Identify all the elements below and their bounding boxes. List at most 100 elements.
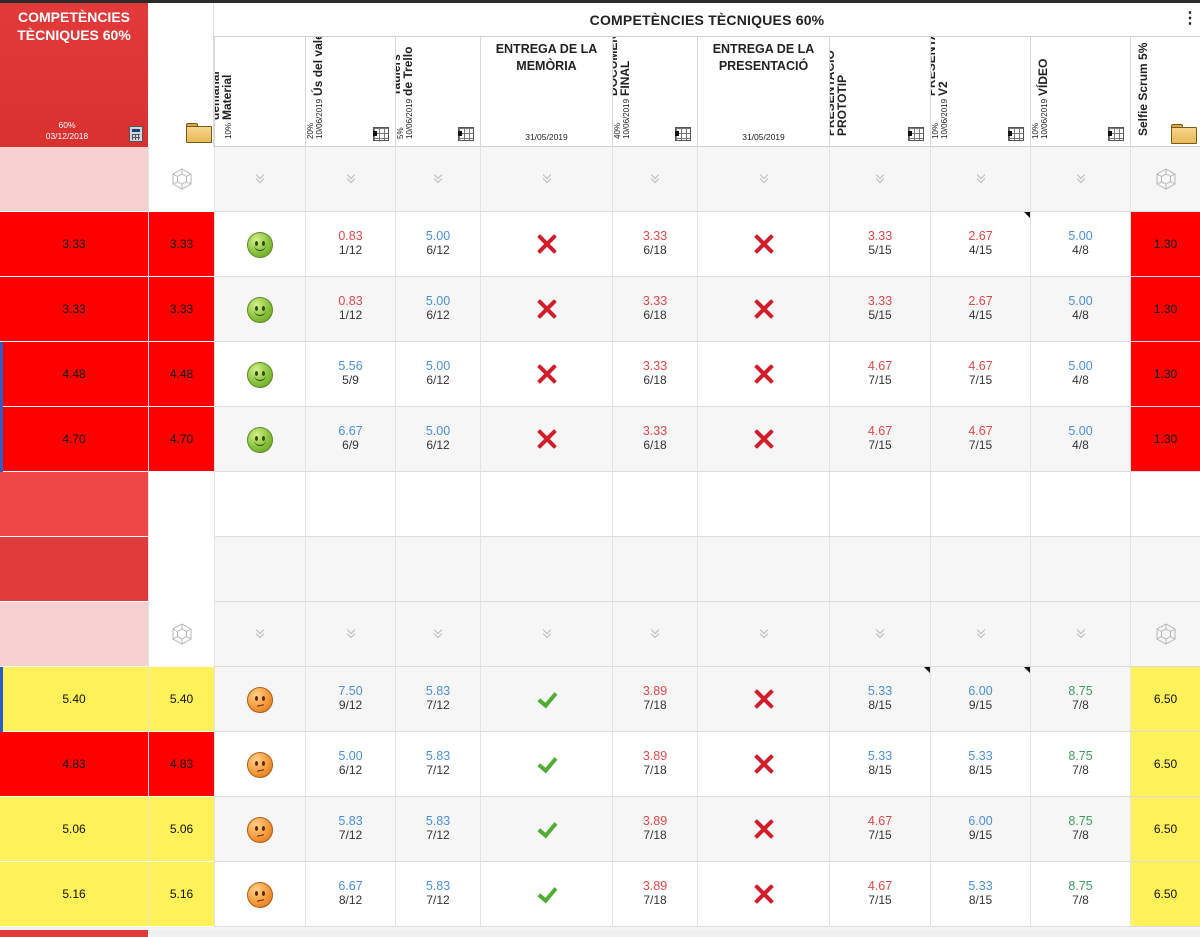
budget-cell[interactable] <box>214 472 305 537</box>
chevron-down-icon[interactable] <box>976 173 986 183</box>
grade-cell[interactable]: 8.75 7/8 <box>1030 862 1130 927</box>
chevron-down-icon[interactable] <box>759 173 769 183</box>
scrum-cell[interactable]: 1.30 <box>1130 212 1200 277</box>
cross-icon[interactable] <box>754 364 774 384</box>
grade-cell[interactable]: 5.00 4/8 <box>1030 407 1130 472</box>
column-header-taulers-de-trello[interactable]: Taulers de Trello 5% 10/06/2019 <box>395 37 480 147</box>
folder-cell[interactable]: 4.83 <box>148 732 214 797</box>
grade-cell[interactable]: 4.67 7/15 <box>829 407 930 472</box>
grade-cell[interactable]: 4.67 7/15 <box>930 342 1030 407</box>
scrum-cell[interactable] <box>1130 602 1200 667</box>
scrum-cell[interactable]: 6.50 <box>1130 862 1200 927</box>
folder-icon[interactable] <box>186 123 212 143</box>
grade-cell[interactable]: 5.83 7/12 <box>395 862 480 927</box>
grade-cell[interactable]: 6.00 9/15 <box>930 667 1030 732</box>
checkmark-icon[interactable] <box>536 883 558 903</box>
grade-cell[interactable]: 3.89 7/18 <box>612 862 697 927</box>
chevron-down-icon[interactable] <box>1076 628 1086 638</box>
grade-cell[interactable] <box>305 472 395 537</box>
grade-cell[interactable] <box>480 537 612 602</box>
grade-cell[interactable]: 5.33 8/15 <box>829 732 930 797</box>
grade-cell[interactable]: 0.83 1/12 <box>305 277 395 342</box>
grade-cell[interactable] <box>480 277 612 342</box>
worried-face-icon[interactable] <box>247 817 273 843</box>
grade-cell[interactable] <box>697 212 829 277</box>
cross-icon[interactable] <box>754 884 774 904</box>
grade-cell[interactable] <box>829 602 930 667</box>
grade-cell[interactable]: 5.00 6/12 <box>395 212 480 277</box>
grade-cell[interactable]: 4.67 7/15 <box>930 407 1030 472</box>
cross-icon[interactable] <box>754 819 774 839</box>
grade-cell[interactable] <box>480 472 612 537</box>
chevron-down-icon[interactable] <box>433 628 443 638</box>
grade-cell[interactable] <box>697 472 829 537</box>
cross-icon[interactable] <box>754 234 774 254</box>
chevron-down-icon[interactable] <box>346 628 356 638</box>
grade-cell[interactable] <box>480 602 612 667</box>
budget-cell[interactable] <box>214 862 305 927</box>
folder-cell[interactable] <box>148 602 214 667</box>
column-header-entrega-de-la-presentacio[interactable]: ENTREGA DE LA PRESENTACIÓ 31/05/2019 <box>697 37 829 147</box>
grade-cell[interactable] <box>697 862 829 927</box>
hexagon-icon[interactable] <box>1155 168 1177 190</box>
summary-column-header[interactable]: COMPETÈNCIES TÈCNIQUES 60% 60% 03/12/201… <box>0 3 148 147</box>
grade-cell[interactable]: 4.67 7/15 <box>829 862 930 927</box>
column-header-us-del-valencia[interactable]: Ús del valencià 20% 10/06/2019 <box>305 37 395 147</box>
cross-icon[interactable] <box>537 364 557 384</box>
grade-cell[interactable] <box>480 407 612 472</box>
grade-cell[interactable]: 5.00 6/12 <box>305 732 395 797</box>
calculator-icon[interactable] <box>129 126 143 142</box>
grade-cell[interactable] <box>305 602 395 667</box>
grade-cell[interactable]: 8.75 7/8 <box>1030 797 1130 862</box>
chevron-down-icon[interactable] <box>542 628 552 638</box>
column-header-presentacio-prototip[interactable]: PRESENTACIÓ PROTOTIP <box>829 37 930 147</box>
grade-cell[interactable]: 3.89 7/18 <box>612 797 697 862</box>
grade-cell[interactable] <box>395 602 480 667</box>
grade-cell[interactable]: 3.89 7/18 <box>612 732 697 797</box>
worried-face-icon[interactable] <box>247 882 273 908</box>
grade-cell[interactable]: 6.67 6/9 <box>305 407 395 472</box>
scrum-cell[interactable] <box>1130 537 1200 602</box>
cross-icon[interactable] <box>754 754 774 774</box>
folder-icon[interactable] <box>1171 124 1197 144</box>
scrum-cell[interactable] <box>1130 472 1200 537</box>
hexagon-icon[interactable] <box>171 168 193 190</box>
column-header-video[interactable]: VÍDEO 10% 10/06/2019 <box>1030 37 1130 147</box>
worried-face-icon[interactable] <box>247 752 273 778</box>
folder-cell[interactable]: 3.33 <box>148 277 214 342</box>
grade-cell[interactable]: 8.75 7/8 <box>1030 667 1130 732</box>
chevron-down-icon[interactable] <box>976 628 986 638</box>
column-header-entrega-de-la-memoria[interactable]: ENTREGA DE LA MEMÒRIA 31/05/2019 <box>480 37 612 147</box>
grade-cell[interactable] <box>480 797 612 862</box>
grade-cell[interactable] <box>930 472 1030 537</box>
grade-cell[interactable] <box>612 472 697 537</box>
grade-cell[interactable]: 5.00 6/12 <box>395 407 480 472</box>
grade-cell[interactable] <box>1030 602 1130 667</box>
cross-icon[interactable] <box>537 429 557 449</box>
checkmark-icon[interactable] <box>536 688 558 708</box>
scrum-cell[interactable]: 1.30 <box>1130 342 1200 407</box>
grade-cell[interactable]: 7.50 9/12 <box>305 667 395 732</box>
folder-cell[interactable]: 5.40 <box>148 667 214 732</box>
cross-icon[interactable] <box>754 689 774 709</box>
grade-cell[interactable] <box>697 537 829 602</box>
grade-cell[interactable]: 0.83 1/12 <box>305 212 395 277</box>
grade-cell[interactable] <box>1030 147 1130 212</box>
grid-icon[interactable] <box>1008 127 1024 141</box>
cross-icon[interactable] <box>537 299 557 319</box>
grade-cell[interactable] <box>930 147 1030 212</box>
grade-cell[interactable]: 5.33 8/15 <box>829 667 930 732</box>
grade-cell[interactable] <box>612 537 697 602</box>
grade-cell[interactable] <box>480 342 612 407</box>
grade-cell[interactable] <box>612 602 697 667</box>
grade-cell[interactable]: 6.00 9/15 <box>930 797 1030 862</box>
grade-cell[interactable]: 5.83 7/12 <box>395 797 480 862</box>
grade-cell[interactable] <box>829 147 930 212</box>
grade-cell[interactable] <box>930 537 1030 602</box>
budget-cell[interactable] <box>214 537 305 602</box>
folder-cell[interactable]: 4.70 <box>148 407 214 472</box>
scrum-cell[interactable] <box>1130 147 1200 212</box>
grade-cell[interactable]: 5.33 8/15 <box>930 732 1030 797</box>
grade-cell[interactable]: 5.00 4/8 <box>1030 212 1130 277</box>
grade-cell[interactable] <box>697 277 829 342</box>
